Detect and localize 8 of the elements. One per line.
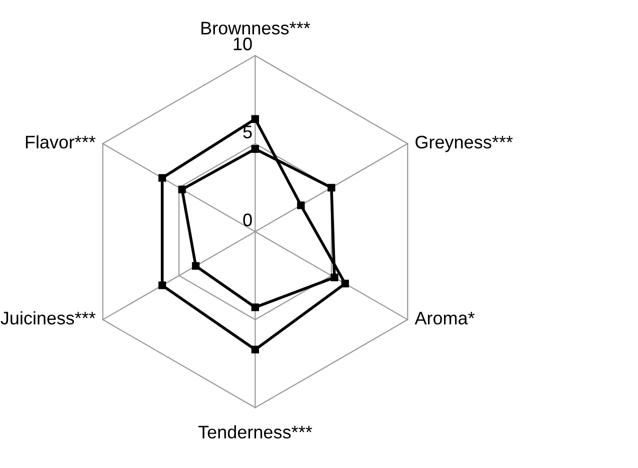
spoke-label: Brownness*** [201, 22, 310, 34]
y-tick-label: 10 [234, 38, 252, 50]
spoke-label: Tenderness*** [198, 425, 312, 439]
spoke-label: Flavor*** [26, 135, 96, 149]
spoke-label: Aroma* [414, 312, 475, 325]
spoke-label: Juiciness*** [0, 311, 96, 325]
y-tick-label: 0 [243, 214, 252, 226]
spoke-label: Greyness*** [416, 136, 513, 152]
